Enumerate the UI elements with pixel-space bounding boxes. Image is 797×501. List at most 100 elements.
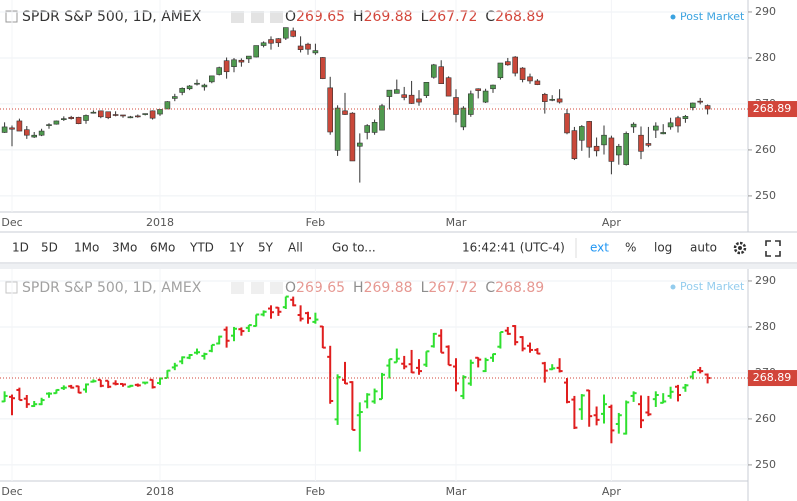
legend-dot xyxy=(670,284,676,290)
toolbar: Go to... 16:42:41 (UTC-4) 1D 5D 1Mo 3Mo 6Mo Y… xyxy=(12,238,781,258)
candle-body xyxy=(445,77,452,97)
candle-body xyxy=(453,97,459,115)
candle-body xyxy=(630,123,637,128)
y-tick-label: 290 xyxy=(755,274,776,287)
candle-body xyxy=(549,99,556,101)
candle-body xyxy=(697,100,704,103)
y-tick-label: 260 xyxy=(755,143,776,156)
ohlc-value: 269.88 xyxy=(364,9,413,25)
candle-body xyxy=(164,101,171,110)
y-tick-label: 250 xyxy=(755,189,776,202)
legend-label: Post Market xyxy=(680,280,745,293)
fullscreen-icon[interactable] xyxy=(765,240,781,257)
candle-body xyxy=(519,67,526,80)
candle-body xyxy=(172,96,178,99)
candle-body xyxy=(667,122,674,128)
candle-body xyxy=(438,66,445,84)
candle-body xyxy=(460,107,467,128)
candle-body xyxy=(112,114,119,116)
candle-body xyxy=(157,109,163,115)
candle-body xyxy=(675,117,681,127)
last-price-label: 268.89 xyxy=(753,371,792,384)
candle-body xyxy=(652,125,659,131)
range-button[interactable]: YTD xyxy=(189,241,214,255)
candle-body xyxy=(490,84,496,90)
range-button[interactable]: 3Mo xyxy=(112,241,137,255)
ohlc-key: H xyxy=(353,9,364,25)
candle-body xyxy=(238,59,245,63)
range-button[interactable]: 1D xyxy=(12,241,29,255)
option-button[interactable]: auto xyxy=(690,241,717,255)
range-button[interactable]: 1Y xyxy=(229,241,245,255)
candle-body xyxy=(90,111,97,114)
ohlc-value: 268.89 xyxy=(495,9,544,25)
range-button[interactable]: All xyxy=(288,241,303,255)
y-tick-label: 260 xyxy=(755,412,776,425)
candle-body xyxy=(534,80,541,85)
chart-title: SPDR S&P 500, 1D, AMEX xyxy=(22,9,202,25)
range-button[interactable]: 5D xyxy=(41,241,58,255)
x-tick-label: Apr xyxy=(602,485,622,498)
settings-icon[interactable] xyxy=(251,282,264,294)
legend-header: SPDR S&P 500, 1D, AMEX O269.65 H269.88 L26… xyxy=(5,280,745,296)
range-button[interactable]: 1Mo xyxy=(74,241,99,255)
candle-body xyxy=(68,116,74,119)
settings-gear[interactable] xyxy=(733,241,747,255)
candle-body xyxy=(60,118,67,120)
y-tick-label: 280 xyxy=(755,51,776,64)
x-tick-label: 2018 xyxy=(146,485,174,498)
candle-body xyxy=(268,39,274,44)
remove-icon[interactable] xyxy=(270,282,283,294)
candle-body xyxy=(179,87,185,93)
candle-body xyxy=(578,126,585,141)
candle-body xyxy=(349,112,356,162)
eye-icon[interactable] xyxy=(231,282,244,294)
ohlc-values: O269.65 H269.88 L267.72 C268.89 xyxy=(285,280,544,296)
candle-body xyxy=(23,129,30,136)
x-tick-label: Feb xyxy=(306,216,325,229)
candle-body xyxy=(601,134,607,146)
candle-body xyxy=(475,88,482,91)
option-button[interactable]: ext xyxy=(590,241,609,255)
candle-body xyxy=(393,89,400,94)
range-button[interactable]: 6Mo xyxy=(150,241,175,255)
candle-body xyxy=(645,143,652,146)
candle-body xyxy=(541,93,548,102)
candle-body xyxy=(282,27,289,39)
candle-body xyxy=(401,94,408,98)
gear-center xyxy=(738,246,742,250)
candle-body xyxy=(660,132,667,135)
candle-body xyxy=(305,43,311,50)
candle-body xyxy=(149,110,156,119)
candle-body xyxy=(356,142,363,147)
candle-body xyxy=(223,60,230,73)
x-tick-label: Dec xyxy=(1,485,22,498)
candle-body xyxy=(1,126,8,133)
legend-label: Post Market xyxy=(680,10,745,23)
remove-icon[interactable] xyxy=(270,11,283,23)
candle-body xyxy=(246,55,252,60)
eye-icon[interactable] xyxy=(231,11,244,23)
range-button[interactable]: 5Y xyxy=(258,241,274,255)
candle-body xyxy=(682,116,689,119)
ohlc-value: 269.65 xyxy=(296,9,345,25)
option-button[interactable]: log xyxy=(654,241,672,255)
goto-button[interactable]: Go to... xyxy=(332,241,376,255)
last-price-label: 268.89 xyxy=(753,102,792,115)
candle-body xyxy=(527,76,533,82)
option-button[interactable]: % xyxy=(625,241,636,255)
x-tick-label: Dec xyxy=(1,216,22,229)
candle-body xyxy=(142,113,148,115)
candle-body xyxy=(423,82,430,96)
ohlc-value: 269.88 xyxy=(364,280,413,296)
candle-body xyxy=(386,89,393,97)
ohlc-key: H xyxy=(353,280,364,296)
candle-body xyxy=(312,50,319,54)
legend-dot xyxy=(670,14,676,20)
candle-body xyxy=(571,130,578,159)
candle-body xyxy=(586,121,593,148)
x-tick-label: Feb xyxy=(306,485,325,498)
candle-body xyxy=(186,85,193,90)
settings-icon[interactable] xyxy=(251,11,264,23)
